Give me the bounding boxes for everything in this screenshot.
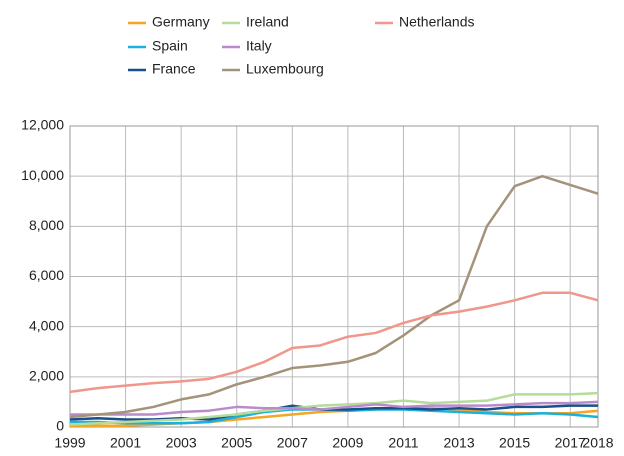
x-tick-label: 2003: [166, 435, 197, 451]
y-tick-label: 12,000: [21, 117, 64, 133]
y-tick-label: 2,000: [29, 368, 64, 384]
x-tick-label: 2017: [555, 435, 586, 451]
legend-label: Spain: [152, 38, 188, 54]
legend-label: France: [152, 61, 196, 77]
y-tick-label: 10,000: [21, 167, 64, 183]
y-tick-label: 8,000: [29, 217, 64, 233]
x-tick-label: 2013: [443, 435, 474, 451]
legend-label: Italy: [246, 38, 272, 54]
y-tick-label: 4,000: [29, 317, 64, 333]
series-line: [69, 391, 599, 426]
x-tick-label: 1999: [54, 435, 85, 451]
series-line: [69, 174, 599, 419]
plot-frame: [69, 125, 599, 428]
series-line: [69, 291, 599, 394]
x-tick-label: 2007: [277, 435, 308, 451]
x-tick-label: 2011: [388, 435, 418, 451]
x-tick-label: 2015: [499, 435, 530, 451]
x-tick-label: 2018: [582, 435, 613, 451]
x-tick-label: 2001: [110, 435, 141, 451]
x-tick-label: 2005: [221, 435, 252, 451]
y-tick-label: 6,000: [29, 267, 64, 283]
y-tick-label: 0: [56, 418, 64, 434]
legend-label: Ireland: [246, 14, 289, 30]
legend-label: Luxembourg: [246, 61, 324, 77]
series-line: [70, 400, 599, 416]
x-tick-label: 2009: [332, 435, 363, 451]
legend-label: Germany: [152, 14, 210, 30]
legend-label: Netherlands: [399, 14, 475, 30]
